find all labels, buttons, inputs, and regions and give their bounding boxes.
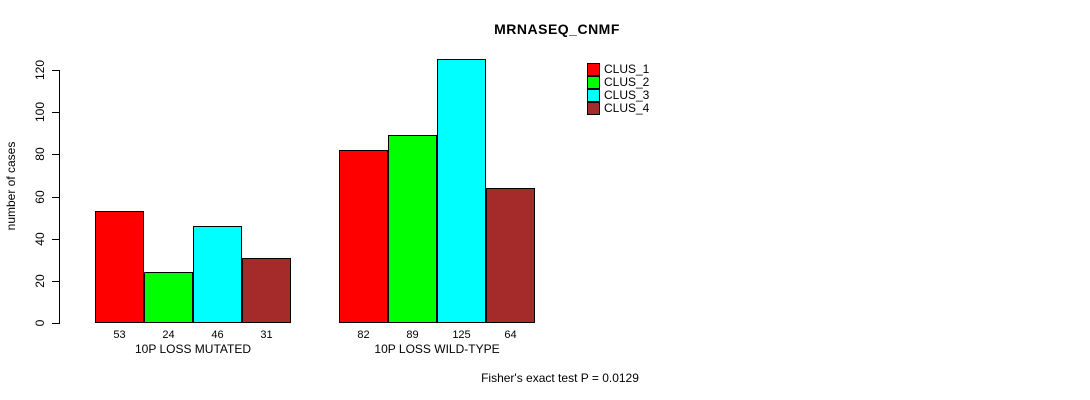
category-label: 10P LOSS WILD-TYPE: [374, 342, 500, 356]
y-axis-tick: [52, 238, 59, 240]
y-axis-tick-label: 80: [33, 147, 47, 162]
y-axis-tick-label: 40: [33, 231, 47, 246]
bar-value-label: 31: [260, 329, 273, 341]
y-axis-tick: [52, 196, 59, 198]
y-axis-tick-label: 60: [33, 189, 47, 204]
chart-title: MRNASEQ_CNMF: [494, 21, 620, 37]
bar: [242, 257, 291, 323]
bar: [437, 59, 486, 323]
y-axis-tick: [52, 280, 59, 282]
legend-swatch: [587, 89, 600, 102]
legend-label: CLUS_1: [604, 62, 650, 76]
y-axis-tick: [52, 323, 59, 324]
legend-item: CLUS_1: [587, 63, 649, 76]
y-axis-tick: [52, 112, 59, 114]
legend: CLUS_1 CLUS_2 CLUS_3 CLUS_4: [587, 63, 649, 115]
legend-label: CLUS_3: [604, 88, 650, 102]
bar-value-label: 89: [406, 329, 419, 341]
bar: [486, 188, 535, 323]
legend-label: CLUS_4: [604, 101, 650, 115]
y-axis-tick-label: 0: [33, 319, 47, 327]
bar: [193, 226, 242, 323]
bar: [388, 135, 437, 323]
legend-label: CLUS_2: [604, 75, 650, 89]
bar-value-label: 24: [162, 329, 175, 341]
legend-swatch: [587, 63, 600, 76]
legend-item: CLUS_4: [587, 102, 649, 115]
category-label: 10P LOSS MUTATED: [134, 342, 252, 356]
y-axis-tick-label: 20: [33, 274, 47, 288]
bar-value-label: 82: [357, 329, 370, 341]
y-axis-tick: [52, 70, 59, 71]
y-axis-line: [59, 70, 60, 324]
bar-value-label: 53: [113, 329, 126, 341]
legend-swatch: [587, 76, 600, 89]
bar: [339, 150, 388, 323]
bar: [95, 211, 144, 323]
y-axis-tick-label: 100: [33, 102, 47, 123]
legend-item: CLUS_3: [587, 89, 649, 102]
footnote: Fisher's exact test P = 0.0129: [481, 371, 639, 385]
legend-swatch: [587, 102, 600, 115]
legend-item: CLUS_2: [587, 76, 649, 89]
bar-value-label: 46: [211, 329, 224, 341]
y-axis-tick-label: 120: [33, 59, 47, 81]
y-axis-tick: [52, 154, 59, 156]
bar: [144, 272, 193, 323]
bar-value-label: 125: [452, 329, 471, 341]
bar-value-label: 64: [504, 329, 517, 341]
